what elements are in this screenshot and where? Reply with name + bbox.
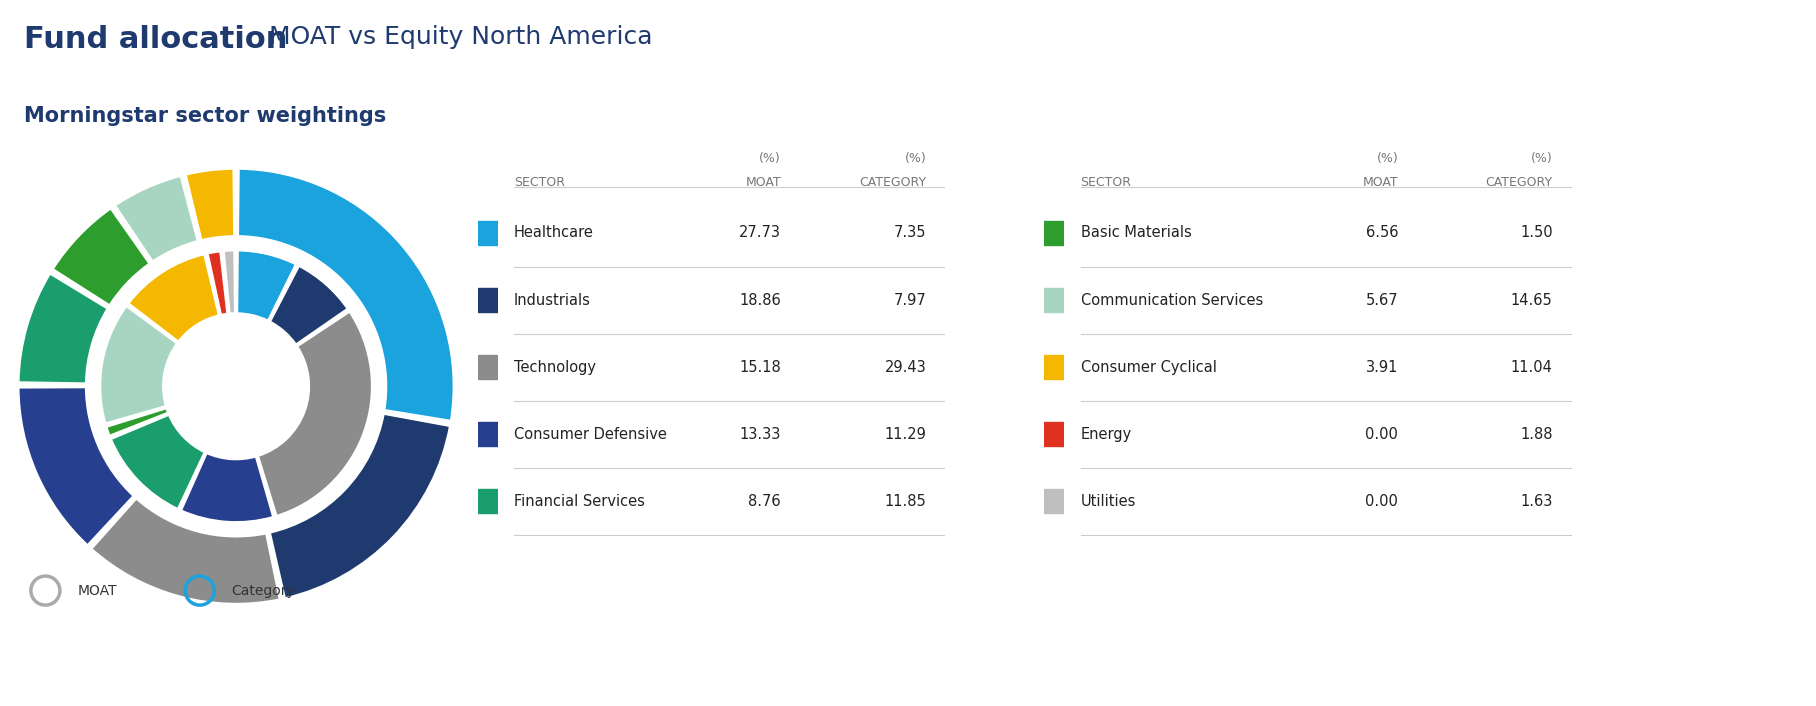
Text: 7.97: 7.97 <box>893 292 926 308</box>
Wedge shape <box>18 273 109 384</box>
Text: Fund allocation: Fund allocation <box>24 25 287 54</box>
Text: 15.18: 15.18 <box>739 359 781 375</box>
Wedge shape <box>114 176 198 262</box>
Text: MOAT: MOAT <box>76 584 116 597</box>
Text: MOAT: MOAT <box>745 176 781 189</box>
Text: Category: Category <box>232 584 296 597</box>
Text: (%): (%) <box>1377 152 1398 164</box>
Text: Industrials: Industrials <box>514 292 590 308</box>
Text: Morningstar sector weightings: Morningstar sector weightings <box>24 106 385 126</box>
Text: 27.73: 27.73 <box>739 225 781 241</box>
Wedge shape <box>258 311 372 516</box>
Wedge shape <box>185 168 234 241</box>
Text: 7.35: 7.35 <box>893 225 926 241</box>
Text: 1.50: 1.50 <box>1520 225 1553 241</box>
Text: (%): (%) <box>759 152 781 164</box>
Bar <box>1044 422 1064 446</box>
Wedge shape <box>100 306 178 424</box>
Bar <box>1044 288 1064 312</box>
Text: Financial Services: Financial Services <box>514 493 645 509</box>
Bar <box>1044 355 1064 379</box>
Wedge shape <box>269 265 349 345</box>
Text: 11.29: 11.29 <box>884 426 926 442</box>
Wedge shape <box>18 387 134 546</box>
Text: 3.91: 3.91 <box>1366 359 1398 375</box>
Text: MOAT vs Equity North America: MOAT vs Equity North America <box>269 25 652 49</box>
Bar <box>478 422 498 446</box>
Bar <box>1044 489 1064 513</box>
Text: (%): (%) <box>904 152 926 164</box>
Wedge shape <box>269 414 450 599</box>
Text: SECTOR: SECTOR <box>1081 176 1131 189</box>
Text: MOAT: MOAT <box>1362 176 1398 189</box>
Bar <box>478 489 498 513</box>
Wedge shape <box>105 408 169 436</box>
Text: 29.43: 29.43 <box>884 359 926 375</box>
Text: 5.67: 5.67 <box>1366 292 1398 308</box>
Text: Energy: Energy <box>1081 426 1131 442</box>
Text: 14.65: 14.65 <box>1511 292 1553 308</box>
Text: 8.76: 8.76 <box>748 493 781 509</box>
Text: 1.88: 1.88 <box>1520 426 1553 442</box>
Text: 11.85: 11.85 <box>884 493 926 509</box>
Wedge shape <box>91 498 280 604</box>
Text: Consumer Cyclical: Consumer Cyclical <box>1081 359 1217 375</box>
Text: Communication Services: Communication Services <box>1081 292 1262 308</box>
Text: (%): (%) <box>1531 152 1553 164</box>
Wedge shape <box>127 253 220 342</box>
Wedge shape <box>238 168 454 421</box>
Wedge shape <box>180 453 274 522</box>
Text: 13.33: 13.33 <box>739 426 781 442</box>
Wedge shape <box>223 250 236 314</box>
Text: Technology: Technology <box>514 359 596 375</box>
Text: 18.86: 18.86 <box>739 292 781 308</box>
Bar <box>478 221 498 245</box>
Bar <box>1044 221 1064 245</box>
Bar <box>478 355 498 379</box>
Text: Basic Materials: Basic Materials <box>1081 225 1191 241</box>
Text: 11.04: 11.04 <box>1511 359 1553 375</box>
Text: CATEGORY: CATEGORY <box>1485 176 1553 189</box>
Text: 1.63: 1.63 <box>1520 493 1553 509</box>
Text: Consumer Defensive: Consumer Defensive <box>514 426 666 442</box>
Bar <box>478 288 498 312</box>
Text: CATEGORY: CATEGORY <box>859 176 926 189</box>
Wedge shape <box>111 414 205 510</box>
Text: Healthcare: Healthcare <box>514 225 594 241</box>
Wedge shape <box>207 251 227 316</box>
Wedge shape <box>53 208 151 306</box>
Text: 0.00: 0.00 <box>1366 493 1398 509</box>
Text: Utilities: Utilities <box>1081 493 1135 509</box>
Text: SECTOR: SECTOR <box>514 176 565 189</box>
Text: 6.56: 6.56 <box>1366 225 1398 241</box>
Wedge shape <box>236 250 296 321</box>
Circle shape <box>165 316 307 457</box>
Text: 0.00: 0.00 <box>1366 426 1398 442</box>
